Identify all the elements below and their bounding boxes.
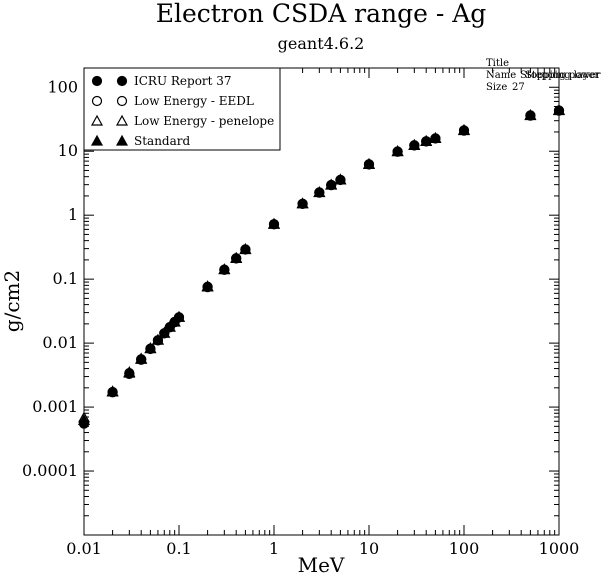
- y-tick-label: 0.1: [53, 269, 78, 288]
- data-point: [458, 125, 470, 136]
- data-point: [107, 387, 118, 398]
- x-tick-label: 10: [359, 539, 379, 558]
- data-point: [124, 368, 135, 380]
- chart-subtitle: geant4.6.2: [278, 34, 365, 53]
- series-icru-report-37: [78, 105, 565, 429]
- legend-marker: [90, 114, 104, 126]
- x-tick-label: 100: [449, 539, 480, 558]
- y-tick-label: 0.001: [32, 397, 78, 416]
- legend-label: Low Energy - EEDL: [134, 94, 254, 108]
- data-point: [145, 343, 156, 355]
- y-tick-label: 10: [58, 141, 78, 160]
- data-point: [136, 354, 147, 365]
- data-point: [525, 110, 536, 121]
- x-tick-label: 1: [269, 539, 279, 558]
- data-point: [268, 219, 280, 230]
- data-point: [430, 133, 441, 144]
- data-point: [335, 174, 346, 186]
- y-tick-label: 0.0001: [22, 461, 78, 480]
- data-point: [392, 146, 403, 157]
- legend-marker: [115, 114, 129, 126]
- series-low-energy-penelope: [77, 103, 566, 423]
- y-tick-label: 100: [47, 77, 78, 96]
- data-point: [173, 312, 185, 323]
- stats-size-label: Size: [486, 82, 507, 93]
- data-point: [240, 244, 251, 255]
- stats-size-value: 27: [512, 82, 525, 93]
- stats-title: Title: [486, 58, 509, 69]
- stats-name-overlap: Stepping layer: [525, 70, 600, 81]
- data-point: [409, 140, 420, 151]
- legend: ICRU Report 37 Low Energy - EEDL Low Energ…: [83, 67, 281, 151]
- series-low-energy-eedl: [78, 105, 565, 428]
- data-point: [363, 159, 375, 170]
- chart-title: Electron CSDA range - Ag: [156, 0, 487, 28]
- legend-frame: [83, 67, 281, 151]
- x-tick-label: 0.1: [166, 539, 191, 558]
- data-point: [297, 198, 308, 210]
- legend-label: ICRU Report 37: [134, 74, 232, 88]
- legend-marker: [90, 134, 104, 146]
- y-axis-label: g/cm2: [0, 270, 24, 332]
- data-point: [553, 105, 565, 116]
- data-point: [231, 253, 242, 264]
- series-standard: [77, 104, 566, 425]
- legend-marker: [91, 75, 103, 87]
- data-points: [77, 103, 566, 429]
- stats-name-value: Stopping power: [520, 70, 601, 81]
- data-point: [78, 418, 90, 429]
- stats-name-label: Name: [486, 70, 516, 81]
- stats-box: Title Name Stopping power Stepping layer…: [486, 58, 601, 93]
- data-point: [219, 264, 230, 275]
- plot-frame: [83, 67, 560, 536]
- legend-marker: [116, 95, 128, 107]
- legend-label: Low Energy - penelope: [134, 114, 274, 128]
- axis-tick-labels: 0.01 0.1 1 10 100 1000 0.0001 0.001 0.01 0.1 1 10 10…: [22, 77, 579, 558]
- x-tick-label: 1000: [539, 539, 580, 558]
- data-point: [326, 180, 337, 191]
- x-tick-label: 0.01: [66, 539, 102, 558]
- legend-marker: [115, 134, 129, 146]
- y-tick-label: 0.01: [42, 333, 78, 352]
- legend-label: Standard: [134, 134, 190, 148]
- legend-marker: [91, 95, 103, 107]
- data-point: [421, 136, 432, 147]
- data-point: [152, 335, 164, 346]
- y-tick-label: 1: [68, 205, 78, 224]
- data-point: [202, 282, 213, 293]
- data-point: [314, 187, 325, 198]
- legend-marker: [116, 75, 128, 87]
- x-axis-label: MeV: [298, 553, 345, 575]
